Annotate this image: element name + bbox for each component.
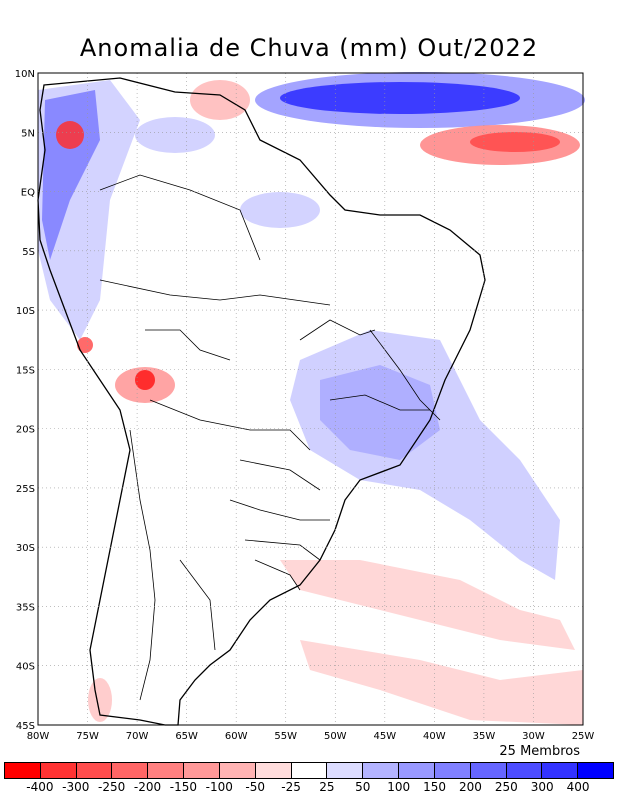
south-america-outline: [37, 77, 486, 726]
colorbar-swatch: [5, 763, 41, 778]
colorbar: [4, 762, 614, 779]
colorbar-label: 150: [423, 780, 447, 794]
colorbar-labels: -400 -300 -250 -200 -150 -100 -50 -25 25 50 100 150…: [4, 780, 614, 798]
country-borders: [99, 174, 441, 701]
colorbar-swatch: [76, 763, 113, 778]
members-label: 25 Membros: [499, 744, 580, 759]
positive-anomaly-amazon: [240, 192, 320, 228]
colorbar-swatch: [578, 763, 614, 778]
border-3: [145, 329, 231, 361]
border-6: [229, 499, 330, 521]
anomaly-shading: [38, 72, 585, 725]
grid-lines: [38, 73, 583, 725]
border-4: [149, 399, 311, 451]
x-tick-label: 70W: [126, 731, 149, 742]
colorbar-label: -250: [98, 780, 126, 794]
y-tick-label: 35S: [16, 602, 35, 613]
x-tick-label: 75W: [76, 731, 99, 742]
x-tick-label: 60W: [225, 731, 248, 742]
colorbar-swatch: [255, 763, 292, 778]
y-tick-label: 20S: [16, 425, 35, 436]
colorbar-label: -25: [281, 780, 301, 794]
map-title: Anomalia de Chuva (mm) Out/2022: [79, 34, 539, 62]
map-frame: [37, 72, 584, 726]
y-tick-label: 30S: [16, 543, 35, 554]
border-13: [129, 429, 156, 701]
border-2: [99, 279, 331, 306]
y-tick-label: 25S: [16, 484, 35, 495]
border-5: [239, 459, 321, 491]
positive-anomaly-guiana: [135, 117, 215, 153]
x-tick-label: 25W: [572, 731, 595, 742]
negative-anomaly-patagonia: [88, 678, 112, 722]
colorbar-swatch: [363, 763, 400, 778]
y-axis-ticks: 10N 5N EQ 5S 10S 15S 20S 25S 30S 35S 40S 45S: [15, 69, 35, 732]
y-tick-label: 10S: [16, 306, 35, 317]
x-tick-label: 50W: [324, 731, 347, 742]
border-9: [329, 394, 430, 411]
x-tick-label: 55W: [274, 731, 297, 742]
colorbar-swatch: [327, 763, 364, 778]
map-figure: 80W 75W 70W 65W 60W 55W 50W 45W 40W 35W 30W 25W 10N…: [15, 69, 595, 742]
colorbar-swatch: [148, 763, 185, 778]
colorbar-swatch: [470, 763, 507, 778]
colorbar-label: 100: [387, 780, 411, 794]
y-tick-label: 40S: [16, 662, 35, 673]
border-1: [99, 174, 261, 261]
y-tick-label: 5S: [22, 247, 35, 258]
y-tick-label: 5N: [21, 128, 35, 139]
colorbar-label: -300: [62, 780, 90, 794]
negative-anomaly-caribbean: [190, 80, 250, 120]
negative-anomaly-south-atlantic: [280, 560, 575, 650]
border-11: [254, 559, 301, 591]
colorbar-label: -50: [245, 780, 265, 794]
colorbar-label: -400: [26, 780, 54, 794]
negative-anomaly-atlantic-north-core: [470, 132, 560, 152]
x-tick-label: 35W: [473, 731, 496, 742]
colorbar-label: 50: [355, 780, 371, 794]
x-axis-ticks: 80W 75W 70W 65W 60W 55W 50W 45W 40W 35W 30W 25W: [27, 731, 595, 742]
border-10: [244, 539, 321, 561]
negative-anomaly-colombia: [56, 121, 84, 149]
y-tick-label: 45S: [16, 721, 35, 732]
negative-anomaly-south-atlantic-2: [300, 640, 583, 725]
colorbar-label: 25: [319, 780, 335, 794]
colorbar-label: 250: [494, 780, 518, 794]
colorbar-label: 400: [566, 780, 590, 794]
positive-anomaly-atlantic-north-core: [280, 82, 520, 114]
positive-anomaly-central-brazil-core: [320, 365, 440, 460]
x-tick-label: 80W: [27, 731, 50, 742]
colorbar-swatch: [112, 763, 149, 778]
colorbar-label: 200: [459, 780, 482, 794]
colorbar-label: -100: [205, 780, 233, 794]
x-tick-label: 40W: [423, 731, 446, 742]
border-12: [179, 559, 216, 651]
colorbar-swatch: [506, 763, 543, 778]
colorbar-swatch: [184, 763, 220, 778]
colorbar-label: 300: [530, 780, 554, 794]
colorbar-swatch: [399, 763, 435, 778]
border-7: [299, 319, 376, 341]
x-tick-label: 45W: [374, 731, 397, 742]
y-tick-label: EQ: [21, 188, 35, 199]
colorbar-swatch: [291, 763, 328, 778]
negative-anomaly-bolivia-core: [135, 370, 155, 390]
coastline: [37, 77, 486, 726]
negative-anomaly-peru: [77, 337, 93, 353]
positive-anomaly-central-brazil: [290, 330, 560, 580]
y-tick-label: 10N: [15, 69, 35, 80]
x-tick-label: 65W: [175, 731, 198, 742]
colorbar-label: -200: [133, 780, 162, 794]
colorbar-swatch: [542, 763, 579, 778]
x-tick-label: 30W: [522, 731, 545, 742]
colorbar-label: -150: [169, 780, 198, 794]
colorbar-swatch: [434, 763, 471, 778]
y-tick-label: 15S: [16, 365, 35, 376]
colorbar-swatch: [219, 763, 256, 778]
colorbar-swatch: [40, 763, 77, 778]
